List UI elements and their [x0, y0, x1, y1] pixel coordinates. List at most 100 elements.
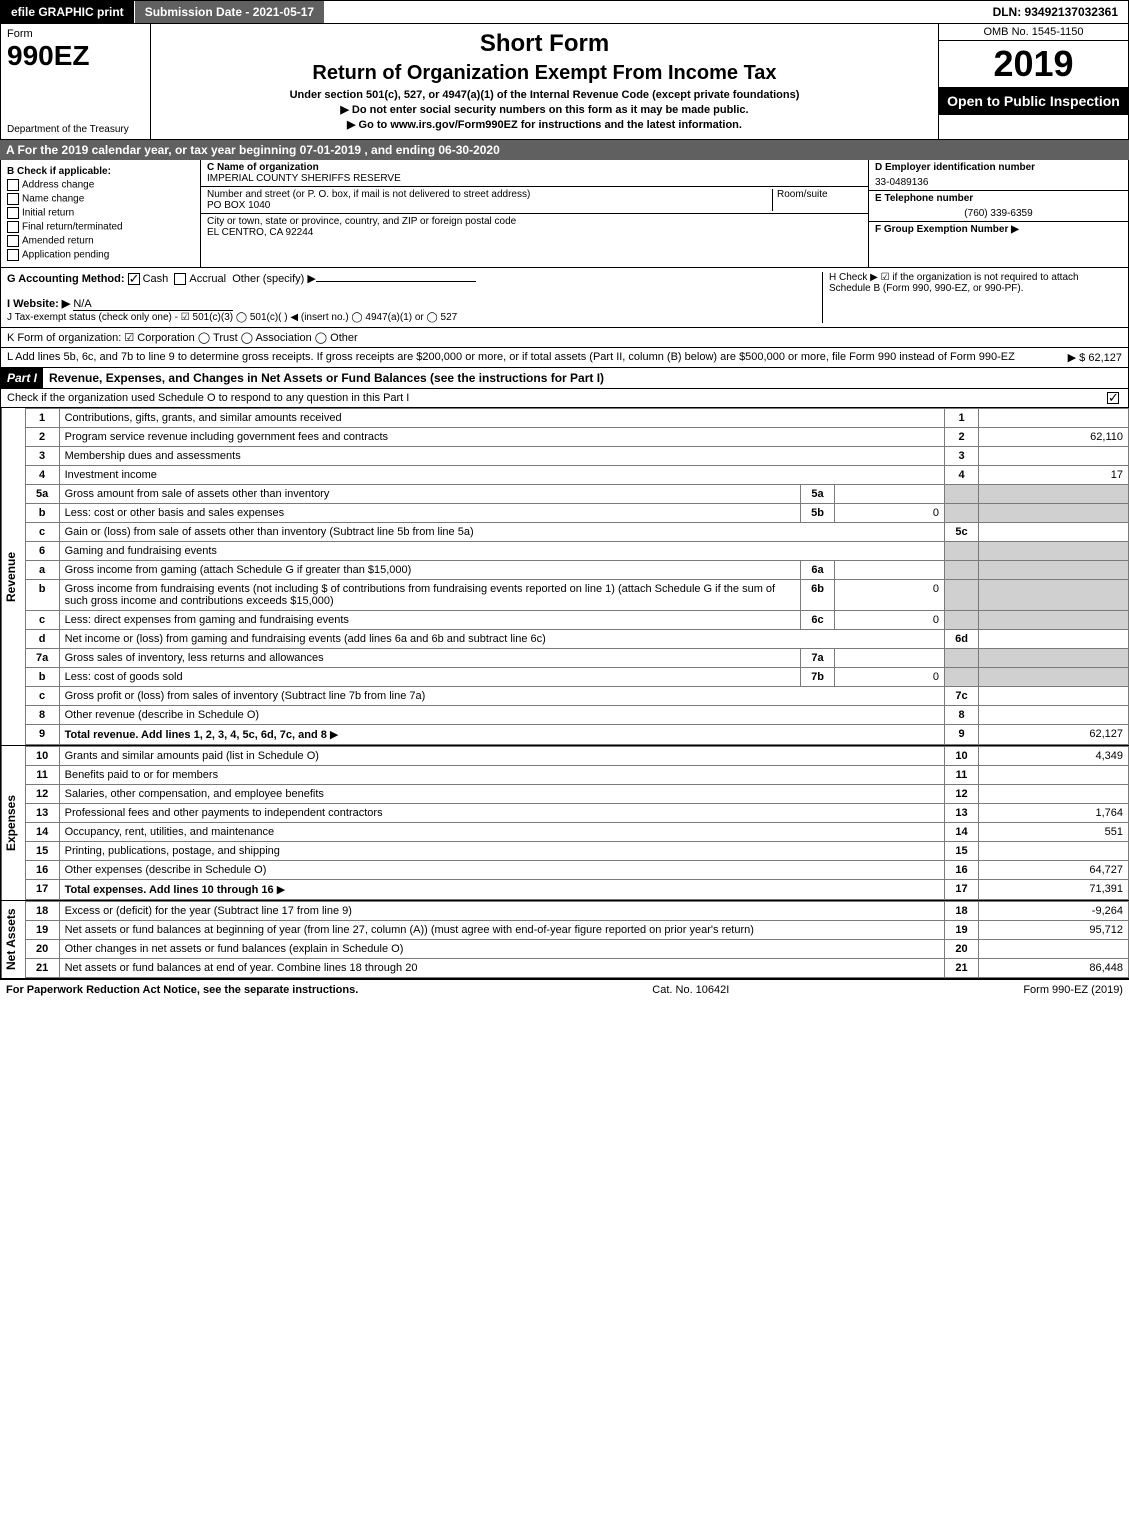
row-10: 10Grants and similar amounts paid (list …: [25, 747, 1128, 766]
g-line: G Accounting Method: Cash Accrual Other …: [7, 272, 822, 323]
check-final[interactable]: Final return/terminated: [7, 221, 194, 233]
period-row: A For the 2019 calendar year, or tax yea…: [0, 140, 1129, 160]
tel-value: (760) 339-6359: [869, 206, 1128, 221]
expenses-side-label: Expenses: [1, 746, 25, 900]
row-7b: bLess: cost of goods sold7b0: [25, 668, 1128, 687]
row-21: 21Net assets or fund balances at end of …: [25, 959, 1128, 978]
row-5c: cGain or (loss) from sale of assets othe…: [25, 523, 1128, 542]
ein-value: 33-0489136: [869, 175, 1128, 190]
row-9: 9Total revenue. Add lines 1, 2, 3, 4, 5c…: [25, 725, 1128, 745]
box-b: B Check if applicable: Address change Na…: [1, 160, 201, 267]
row-19: 19Net assets or fund balances at beginni…: [25, 921, 1128, 940]
street-row: Number and street (or P. O. box, if mail…: [201, 187, 868, 214]
check-amended[interactable]: Amended return: [7, 235, 194, 247]
info-grid: B Check if applicable: Address change Na…: [0, 160, 1129, 268]
row-6c: cLess: direct expenses from gaming and f…: [25, 611, 1128, 630]
dept-treasury: Department of the Treasury: [7, 124, 144, 135]
row-8: 8Other revenue (describe in Schedule O)8: [25, 706, 1128, 725]
l-text: L Add lines 5b, 6c, and 7b to line 9 to …: [7, 351, 1068, 364]
check-initial[interactable]: Initial return: [7, 207, 194, 219]
dln-label: DLN: 93492137032361: [983, 1, 1128, 23]
subtitle-section: Under section 501(c), 527, or 4947(a)(1)…: [157, 89, 932, 101]
tel-label: E Telephone number: [875, 193, 973, 204]
city-row: City or town, state or province, country…: [201, 214, 868, 240]
other-specify-input[interactable]: [316, 281, 476, 282]
efile-print-button[interactable]: efile GRAPHIC print: [1, 1, 135, 23]
form-word: Form: [7, 28, 144, 40]
form-number: 990EZ: [7, 40, 144, 72]
short-form-title: Short Form: [157, 30, 932, 58]
row-14: 14Occupancy, rent, utilities, and mainte…: [25, 823, 1128, 842]
box-b-title: B Check if applicable:: [7, 166, 194, 177]
check-pending[interactable]: Application pending: [7, 249, 194, 261]
row-6a: aGross income from gaming (attach Schedu…: [25, 561, 1128, 580]
l-amount: ▶ $ 62,127: [1068, 351, 1122, 364]
form-header: Form 990EZ Department of the Treasury Sh…: [0, 24, 1129, 140]
check-name[interactable]: Name change: [7, 193, 194, 205]
omb-number: OMB No. 1545-1150: [939, 24, 1128, 41]
row-6: 6Gaming and fundraising events: [25, 542, 1128, 561]
expenses-section: Expenses 10Grants and similar amounts pa…: [0, 746, 1129, 901]
part1-header: Part I Revenue, Expenses, and Changes in…: [0, 368, 1129, 389]
row-12: 12Salaries, other compensation, and empl…: [25, 785, 1128, 804]
c-label: C Name of organization: [207, 162, 319, 173]
city-value: EL CENTRO, CA 92244: [207, 227, 313, 238]
row-7a: 7aGross sales of inventory, less returns…: [25, 649, 1128, 668]
footer-mid: Cat. No. 10642I: [652, 984, 729, 996]
expenses-table: 10Grants and similar amounts paid (list …: [25, 746, 1129, 900]
check-address[interactable]: Address change: [7, 179, 194, 191]
part1-check-note: Check if the organization used Schedule …: [0, 389, 1129, 408]
header-right: OMB No. 1545-1150 2019 Open to Public In…: [938, 24, 1128, 139]
city-label: City or town, state or province, country…: [207, 216, 516, 227]
street-label: Number and street (or P. O. box, if mail…: [207, 189, 530, 200]
org-name: IMPERIAL COUNTY SHERIFFS RESERVE: [207, 173, 401, 184]
check-cash[interactable]: [128, 273, 140, 285]
submission-date: Submission Date - 2021-05-17: [135, 1, 324, 23]
row-5a: 5aGross amount from sale of assets other…: [25, 485, 1128, 504]
h-line: H Check ▶ ☑ if the organization is not r…: [822, 272, 1122, 323]
row-13: 13Professional fees and other payments t…: [25, 804, 1128, 823]
schedule-o-check[interactable]: [1107, 392, 1119, 404]
revenue-section: Revenue 1Contributions, gifts, grants, a…: [0, 408, 1129, 746]
row-20: 20Other changes in net assets or fund ba…: [25, 940, 1128, 959]
netassets-section: Net Assets 18Excess or (deficit) for the…: [0, 901, 1129, 979]
k-line: K Form of organization: ☑ Corporation ◯ …: [0, 328, 1129, 348]
street-value: PO BOX 1040: [207, 200, 270, 211]
row-15: 15Printing, publications, postage, and s…: [25, 842, 1128, 861]
footer-left: For Paperwork Reduction Act Notice, see …: [6, 984, 358, 996]
g-h-block: G Accounting Method: Cash Accrual Other …: [0, 268, 1129, 328]
row-2: 2Program service revenue including gover…: [25, 428, 1128, 447]
row-6d: dNet income or (loss) from gaming and fu…: [25, 630, 1128, 649]
header-left: Form 990EZ Department of the Treasury: [1, 24, 151, 139]
row-7c: cGross profit or (loss) from sales of in…: [25, 687, 1128, 706]
row-17: 17Total expenses. Add lines 10 through 1…: [25, 880, 1128, 900]
i-label: I Website: ▶: [7, 298, 70, 310]
header-middle: Short Form Return of Organization Exempt…: [151, 24, 938, 139]
l-line: L Add lines 5b, 6c, and 7b to line 9 to …: [0, 348, 1129, 368]
check-accrual[interactable]: [174, 273, 186, 285]
netassets-side-label: Net Assets: [1, 901, 25, 978]
row-16: 16Other expenses (describe in Schedule O…: [25, 861, 1128, 880]
row-1: 1Contributions, gifts, grants, and simil…: [25, 409, 1128, 428]
row-4: 4Investment income417: [25, 466, 1128, 485]
footer-right: Form 990-EZ (2019): [1023, 984, 1123, 996]
part1-title: Revenue, Expenses, and Changes in Net As…: [43, 368, 1128, 388]
row-6b: bGross income from fundraising events (n…: [25, 580, 1128, 611]
room-label: Room/suite: [772, 189, 862, 211]
revenue-side-label: Revenue: [1, 408, 25, 745]
top-bar: efile GRAPHIC print Submission Date - 20…: [0, 0, 1129, 24]
subtitle-ssn: ▶ Do not enter social security numbers o…: [157, 103, 932, 116]
website-value: N/A: [73, 298, 233, 311]
row-18: 18Excess or (deficit) for the year (Subt…: [25, 902, 1128, 921]
row-5b: bLess: cost or other basis and sales exp…: [25, 504, 1128, 523]
part1-label: Part I: [1, 368, 43, 388]
return-title: Return of Organization Exempt From Incom…: [157, 62, 932, 85]
row-11: 11Benefits paid to or for members11: [25, 766, 1128, 785]
spacer: [324, 1, 982, 23]
revenue-table: 1Contributions, gifts, grants, and simil…: [25, 408, 1129, 745]
open-to-public: Open to Public Inspection: [939, 87, 1128, 115]
tax-year: 2019: [939, 41, 1128, 87]
g-label: G Accounting Method:: [7, 273, 125, 285]
row-3: 3Membership dues and assessments3: [25, 447, 1128, 466]
group-label: F Group Exemption Number ▶: [875, 224, 1019, 235]
